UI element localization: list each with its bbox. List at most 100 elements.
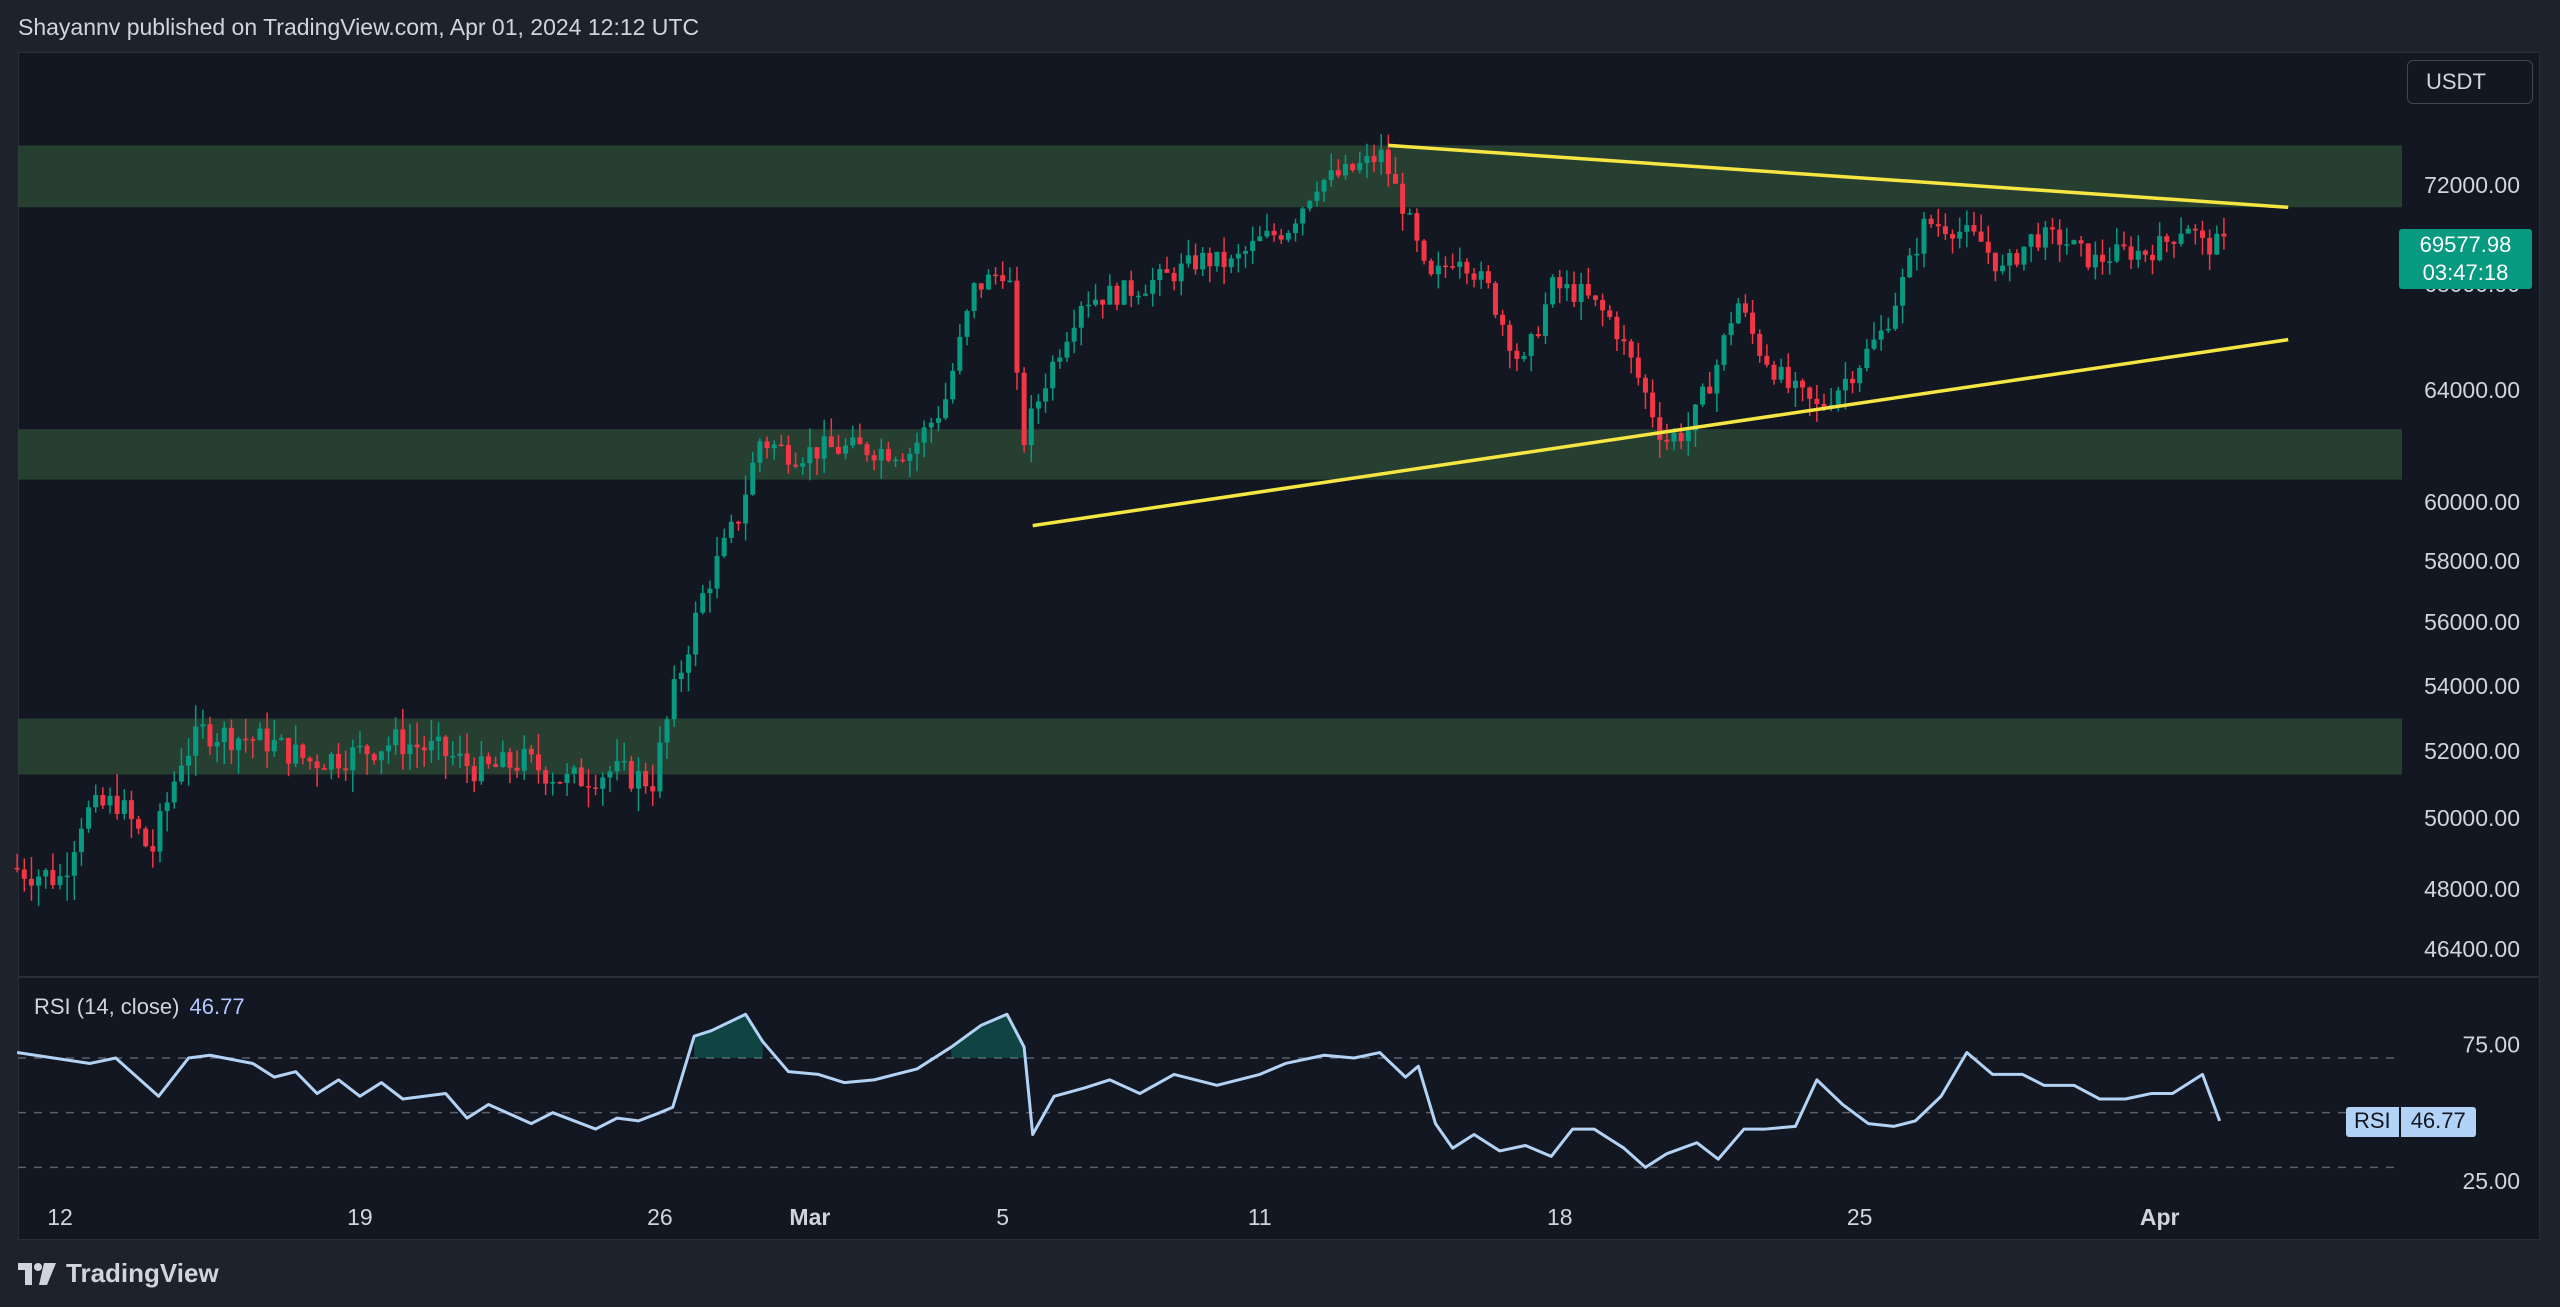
footer-brand: TradingView bbox=[66, 1258, 219, 1288]
candle-288 bbox=[2071, 239, 2077, 245]
candle-85 bbox=[621, 742, 627, 771]
candle-134 bbox=[971, 282, 977, 319]
last-price-value: 69577.98 bbox=[2419, 232, 2512, 257]
candle-133 bbox=[964, 309, 970, 346]
candle-38 bbox=[286, 737, 292, 777]
candle-136 bbox=[985, 269, 991, 291]
candle-98 bbox=[714, 537, 720, 599]
candle-174 bbox=[1257, 226, 1263, 242]
candle-153 bbox=[1107, 274, 1113, 305]
candle-44 bbox=[328, 751, 334, 780]
candle-121 bbox=[878, 438, 884, 479]
candle-241 bbox=[1735, 298, 1741, 325]
candle-257 bbox=[1850, 371, 1856, 394]
candle-123 bbox=[893, 456, 899, 467]
candle-53 bbox=[393, 717, 399, 755]
candle-273 bbox=[1964, 210, 1970, 248]
candle-114 bbox=[828, 418, 834, 448]
candle-28 bbox=[214, 733, 220, 763]
candle-249 bbox=[1792, 371, 1798, 408]
candle-261 bbox=[1878, 315, 1884, 351]
candle-41 bbox=[307, 756, 313, 770]
candle-307 bbox=[2207, 229, 2213, 271]
price-tick-label: 46400.00 bbox=[2424, 936, 2520, 962]
candle-179 bbox=[1293, 218, 1299, 242]
candle-46 bbox=[343, 750, 349, 781]
candle-220 bbox=[1585, 267, 1591, 299]
candle-204 bbox=[1471, 268, 1477, 288]
time-tick-label: 5 bbox=[996, 1204, 1009, 1230]
candle-244 bbox=[1757, 329, 1763, 363]
candle-188 bbox=[1357, 151, 1363, 174]
candle-177 bbox=[1278, 228, 1284, 244]
candle-266 bbox=[1914, 237, 1920, 271]
candle-10 bbox=[86, 800, 92, 833]
candle-118 bbox=[857, 423, 863, 445]
candle-233 bbox=[1678, 423, 1684, 450]
candle-200 bbox=[1442, 256, 1448, 278]
rsi-line bbox=[16, 1012, 2222, 1169]
candle-260 bbox=[1871, 322, 1877, 351]
candle-272 bbox=[1957, 217, 1963, 249]
candle-181 bbox=[1307, 199, 1313, 212]
candle-301 bbox=[2164, 233, 2170, 253]
candle-208 bbox=[1500, 309, 1506, 336]
price-tick-label: 72000.00 bbox=[2424, 172, 2520, 198]
candle-144 bbox=[1043, 373, 1049, 413]
time-tick-label: 12 bbox=[47, 1204, 73, 1230]
candle-158 bbox=[1143, 284, 1149, 297]
candle-184 bbox=[1328, 153, 1334, 187]
candle-263 bbox=[1892, 292, 1898, 331]
candle-290 bbox=[2085, 243, 2091, 271]
last-price-tag: 69577.98 03:47:18 bbox=[2399, 229, 2532, 289]
candle-109 bbox=[793, 452, 799, 469]
candle-105 bbox=[764, 436, 770, 459]
candle-250 bbox=[1800, 378, 1806, 402]
candle-267 bbox=[1921, 212, 1927, 268]
rsi-tag-label: RSI bbox=[2346, 1107, 2399, 1137]
rsi-overbought-fill bbox=[694, 1014, 763, 1058]
candle-88 bbox=[643, 762, 649, 794]
currency-button[interactable]: USDT bbox=[2407, 60, 2533, 104]
candle-226 bbox=[1628, 338, 1634, 374]
candle-countdown: 03:47:18 bbox=[2422, 260, 2509, 285]
candle-122 bbox=[885, 442, 891, 463]
candle-36 bbox=[271, 720, 277, 757]
candle-224 bbox=[1614, 311, 1620, 352]
zone-2 bbox=[18, 718, 2402, 775]
candle-54 bbox=[400, 708, 406, 770]
candle-72 bbox=[528, 744, 534, 763]
candle-186 bbox=[1343, 154, 1348, 180]
rsi-tick-label: 25.00 bbox=[2462, 1168, 2520, 1194]
candle-252 bbox=[1814, 384, 1820, 422]
candle-157 bbox=[1135, 291, 1141, 305]
candle-198 bbox=[1428, 258, 1434, 277]
chart-frame bbox=[18, 52, 2540, 1240]
tradingview-logo[interactable]: TradingView bbox=[18, 1258, 219, 1289]
candle-25 bbox=[193, 705, 199, 776]
candle-167 bbox=[1207, 247, 1213, 283]
candle-19 bbox=[150, 829, 156, 868]
rsi-tag-value: 46.77 bbox=[2400, 1107, 2476, 1137]
candle-279 bbox=[2007, 248, 2013, 282]
rsi-tick-label: 75.00 bbox=[2462, 1031, 2520, 1057]
price-tick-label: 58000.00 bbox=[2424, 548, 2520, 574]
candle-42 bbox=[314, 754, 320, 787]
candle-5 bbox=[50, 853, 56, 889]
candle-284 bbox=[2042, 221, 2048, 261]
candle-205 bbox=[1478, 261, 1484, 289]
candle-193 bbox=[1392, 157, 1398, 184]
candle-155 bbox=[1121, 280, 1127, 306]
candle-165 bbox=[1193, 243, 1199, 275]
candle-57 bbox=[421, 736, 427, 767]
candle-287 bbox=[2064, 227, 2070, 255]
candle-264 bbox=[1900, 268, 1906, 324]
candle-21 bbox=[164, 792, 170, 832]
candle-259 bbox=[1864, 339, 1870, 372]
candle-292 bbox=[2100, 239, 2106, 275]
candle-76 bbox=[557, 781, 563, 785]
candle-127 bbox=[921, 420, 927, 458]
candle-124 bbox=[900, 453, 906, 463]
rsi-legend[interactable]: RSI (14, close) 46.77 bbox=[34, 994, 245, 1020]
